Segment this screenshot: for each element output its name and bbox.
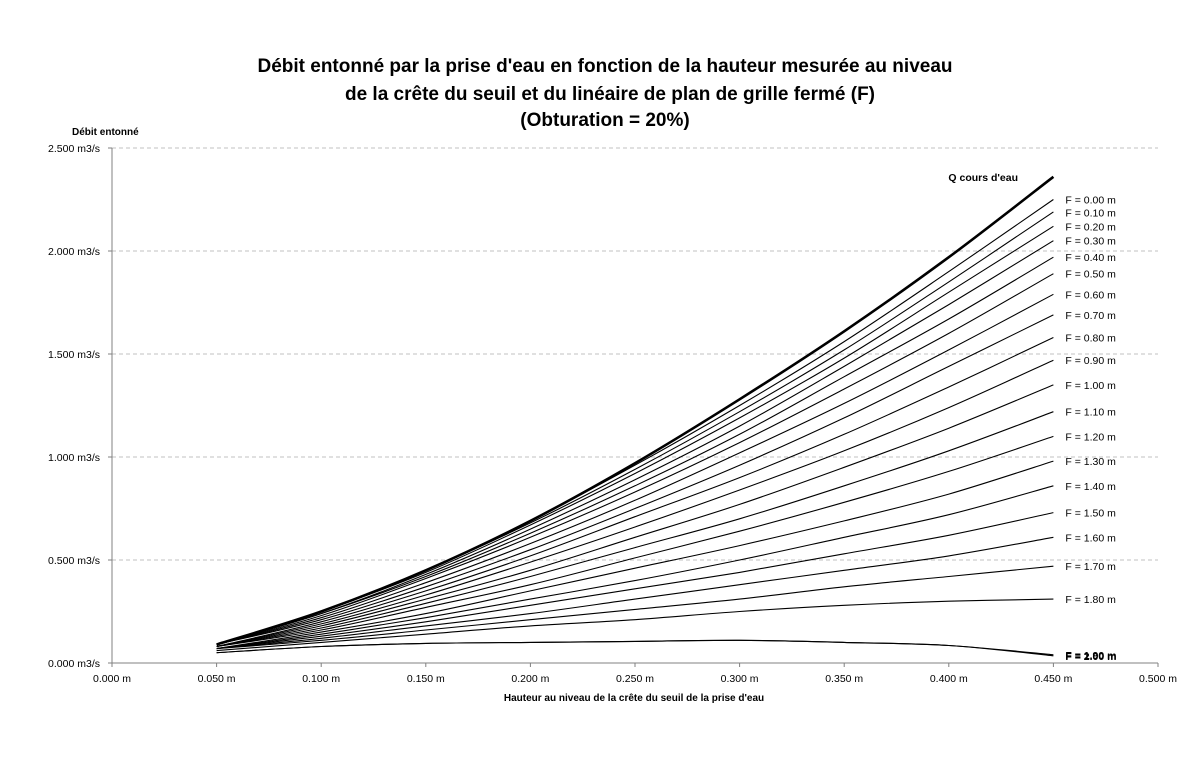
series-label-f-0-50-m: F = 0.50 m	[1065, 269, 1116, 281]
x-tick-label: 0.400 m	[930, 673, 968, 685]
x-tick-label: 0.100 m	[302, 673, 340, 685]
series-line-f-1-80-m	[216, 598, 1054, 652]
series-labels: F = 0.00 mF = 0.10 mF = 0.20 m F = 0.30 m…	[948, 172, 1116, 663]
series-label-q-cours-d-eau: Q cours d'eau	[948, 172, 1018, 184]
series-line-f-0-80-m	[216, 337, 1054, 648]
y-tick-label: 1.000 m3/s	[48, 452, 100, 464]
series-line-f-1-20-m	[216, 435, 1054, 648]
series-line-f-0-60-m	[216, 293, 1054, 646]
series-line-f-1-60-m	[216, 536, 1054, 650]
x-tick-label: 0.000 m	[93, 673, 131, 685]
series-line-f-0-00-m	[216, 199, 1054, 646]
series-label-f-0-40-m: F = 0.40 m	[1065, 252, 1116, 264]
series-label-f-0-60-m: F = 0.60 m	[1065, 289, 1116, 301]
x-tick-label: 0.150 m	[407, 673, 445, 685]
grid	[112, 147, 1158, 561]
chart-title-line-3: (Obturation = 20%)	[520, 110, 689, 131]
x-tick-label: 0.500 m	[1139, 673, 1177, 685]
chart-title-line-1: Débit entonné par la prise d'eau en fonc…	[257, 56, 952, 77]
series-line-f-1-00-m	[216, 384, 1054, 648]
series-label-f-0-90-m: F = 0.90 m	[1065, 355, 1116, 367]
series-line-f-2-00-m	[216, 639, 1054, 657]
series-label-f-0-30-m: F = 0.30 m	[1065, 236, 1116, 248]
x-tick-label: 0.300 m	[721, 673, 759, 685]
series-line-f-1-10-m	[216, 411, 1054, 648]
series-label-f-1-00-m: F = 1.00 m	[1065, 380, 1116, 392]
y-tick-label: 0.000 m3/s	[48, 658, 100, 670]
chart-title-line-2: de la crête du seuil et du linéaire de p…	[345, 84, 875, 105]
series-label-f-0-80-m: F = 0.80 m	[1065, 333, 1116, 345]
y-axis-title: Débit entonné	[72, 127, 139, 138]
series-line-f-0-90-m	[216, 359, 1054, 648]
series-label-f-1-80-m: F = 1.80 m	[1065, 594, 1116, 606]
series-lines	[216, 175, 1055, 657]
series-label-f-1-60-m: F = 1.60 m	[1065, 532, 1116, 544]
series-label-f-0-00-m: F = 0.00 m	[1065, 195, 1116, 207]
x-tick-label: 0.350 m	[825, 673, 863, 685]
y-tick-label: 2.000 m3/s	[48, 246, 100, 258]
series-line-f-0-20-m	[216, 225, 1054, 646]
x-tick-label: 0.450 m	[1034, 673, 1072, 685]
series-line-f-1-70-m	[216, 565, 1054, 650]
chart-title: Débit entonné par la prise d'eau en fonc…	[257, 56, 952, 131]
axes: 0.000 m3/s 0.500 m3/s 1.000 m3/s 1.500 m3/s…	[48, 143, 1177, 685]
series-label-f-1-90-m: F = 1.90 m	[1065, 650, 1116, 662]
x-tick-label: 0.200 m	[511, 673, 549, 685]
series-label-f-2-00-m: F = 2.00 m	[1065, 651, 1116, 663]
series-line-f-0-50-m	[216, 273, 1054, 646]
series-line-f-0-30-m	[216, 240, 1054, 646]
series-label-f-0-10-m: F = 0.10 m	[1065, 208, 1116, 220]
series-label-f-1-70-m: F = 1.70 m	[1065, 561, 1116, 573]
series-label-f-1-20-m: F = 1.20 m	[1065, 431, 1116, 443]
series-line-f-1-90-m	[216, 639, 1054, 656]
series-label-f-0-70-m: F = 0.70 m	[1065, 310, 1116, 322]
series-line-f-0-10-m	[216, 211, 1054, 646]
x-tick-label: 0.250 m	[616, 673, 654, 685]
y-tick-label: 2.500 m3/s	[48, 143, 100, 155]
series-label-f-1-30-m: F = 1.30 m	[1065, 456, 1116, 468]
series-line-f-0-70-m	[216, 314, 1054, 646]
series-label-f-1-10-m: F = 1.10 m	[1065, 407, 1116, 419]
series-label-f-1-50-m: F = 1.50 m	[1065, 508, 1116, 520]
x-axis-title: Hauteur au niveau de la crête du seuil d…	[504, 693, 764, 704]
y-tick-label: 1.500 m3/s	[48, 349, 100, 361]
series-line-f-1-30-m	[216, 460, 1054, 650]
x-tick-label: 0.050 m	[198, 673, 236, 685]
series-label-f-1-40-m: F = 1.40 m	[1065, 481, 1116, 493]
series-line-f-0-40-m	[216, 256, 1054, 646]
series-line-f-1-50-m	[216, 512, 1054, 650]
series-line-f-1-40-m	[216, 485, 1054, 650]
series-label-f-0-20-m: F = 0.20 m	[1065, 221, 1116, 233]
y-tick-label: 0.500 m3/s	[48, 555, 100, 567]
series-line-q-cours-d-eau	[216, 175, 1055, 646]
